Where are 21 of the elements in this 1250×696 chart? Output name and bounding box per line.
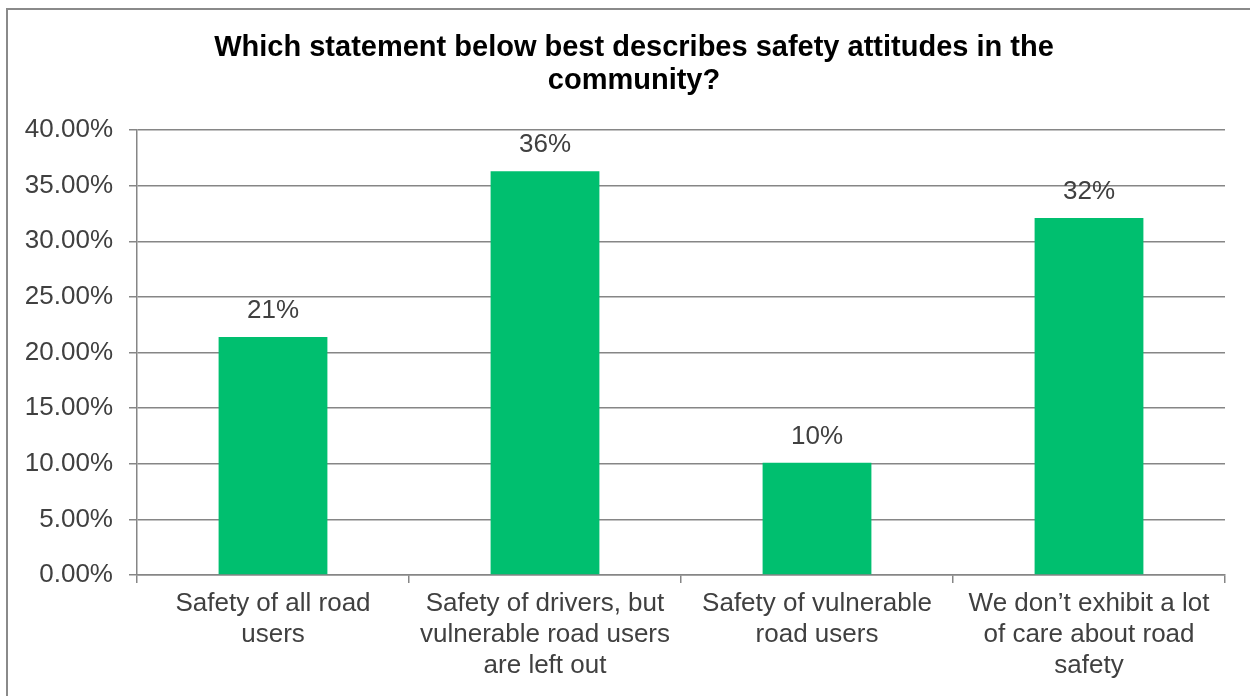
y-tick-label: 10.00% [24, 446, 113, 477]
data-label: 10% [790, 419, 844, 450]
y-tick-label: 5.00% [39, 502, 113, 533]
x-tick-label: Safety of all road users [175, 586, 371, 648]
x-tick-label: Safety of vulnerable road users [702, 586, 932, 648]
bar [490, 171, 600, 575]
y-tick-label: 30.00% [24, 224, 113, 255]
y-tick-label: 20.00% [24, 335, 113, 366]
data-label: 21% [246, 294, 300, 325]
bar [218, 336, 328, 575]
y-tick-label: 15.00% [24, 391, 113, 422]
x-tick-label: Safety of drivers, but vulnerable road users are left out [419, 586, 671, 680]
chart-title: Which statement below best describes safety attitudes in the community? [214, 29, 1054, 95]
y-tick-label: 0.00% [39, 558, 113, 589]
y-tick-label: 40.00% [24, 113, 113, 144]
bar [762, 462, 872, 575]
y-tick-label: 25.00% [24, 280, 113, 311]
y-tick-label: 35.00% [24, 168, 113, 199]
data-label: 36% [518, 128, 572, 159]
bar [1034, 217, 1144, 575]
x-tick-label: We don’t exhibit a lot of care about road safety [968, 586, 1211, 680]
